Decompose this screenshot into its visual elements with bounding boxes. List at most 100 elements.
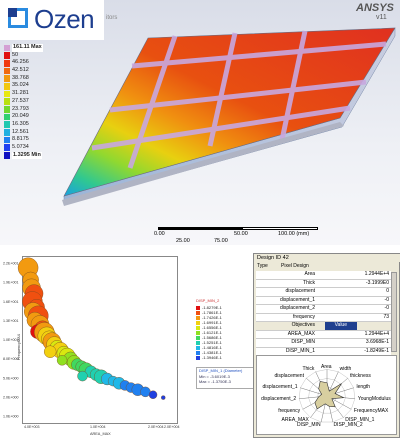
color-legend-swatch: [196, 320, 200, 325]
y-tick-label: 1.9E+001: [3, 281, 19, 285]
color-legend-entry: -1.6121E-1: [196, 330, 246, 335]
y-axis-label: FrequencyMAX: [17, 333, 21, 360]
property-row[interactable]: displacement_2 -0: [256, 305, 391, 314]
color-legend-entry: -1.7426E-1: [196, 315, 246, 320]
legend-swatch: [4, 152, 10, 159]
color-legend-label: -1.3946E-1: [202, 355, 222, 360]
scale-label-50: 50.00: [234, 231, 248, 237]
property-row[interactable]: displacement_1 -0: [256, 296, 391, 305]
legend-label: 38.768: [12, 74, 29, 81]
size-legend-title: DISP_MIN_1 (Diameter): [199, 368, 243, 373]
chart-plot-area: [22, 256, 178, 424]
property-value: 73: [383, 313, 389, 320]
legend-label: 8.8175: [12, 136, 29, 143]
property-row[interactable]: frequency 73: [256, 313, 391, 322]
legend-swatch: [4, 113, 10, 121]
color-legend-label: -1.6556E-1: [202, 325, 222, 330]
property-row[interactable]: Area 1.2944E+4: [256, 271, 391, 280]
property-row[interactable]: AREA_MAX 1.2944E+4: [256, 330, 391, 339]
color-legend-swatch: [196, 310, 200, 315]
spider-ring: [299, 369, 355, 423]
color-legend-swatch: [196, 305, 200, 310]
fea-model: [62, 27, 396, 206]
spider-axis-label: FrequencyMAX: [353, 407, 389, 414]
dialog-type-row: Type Pixel Design: [254, 263, 399, 270]
legend-label: 35.024: [12, 82, 29, 89]
legend-entry: 35.024: [4, 82, 54, 90]
legend-swatch: [4, 44, 10, 52]
property-name: frequency: [293, 313, 315, 320]
scatter-point[interactable]: [77, 370, 88, 382]
scatter-point[interactable]: [44, 345, 57, 358]
property-row[interactable]: Thick -3.1999E0: [256, 279, 391, 288]
legend-swatch: [4, 129, 10, 136]
color-legend-entry: -1.6556E-1: [196, 325, 246, 330]
spider-chart: Area width thickness length YoungModulus Freq…: [256, 355, 397, 435]
color-legend-swatch: [196, 355, 200, 360]
color-legend-swatch: [196, 325, 200, 330]
ozen-logo-mark-icon: [8, 8, 28, 28]
property-name: AREA_MAX: [287, 330, 315, 337]
size-legend: DISP_MIN_1 (Diameter) Min = -3.6019E-3 M…: [196, 367, 256, 389]
property-value: -3.1999E0: [365, 279, 389, 286]
color-legend-entry: -1.6991E-1: [196, 320, 246, 325]
legend-swatch: [4, 144, 10, 152]
legend-swatch: [4, 136, 10, 144]
scatter-point[interactable]: [161, 395, 166, 400]
objectives-header-row[interactable]: Objectives Value: [256, 322, 391, 331]
plate-face: [63, 27, 396, 197]
property-name: Objectives: [291, 322, 315, 328]
color-legend-swatch: [196, 350, 200, 355]
contour-legend: 161.11 Max 50 46.256 42.512 38.768 35.024 31.2…: [4, 44, 54, 160]
dialog-title: Design ID 42: [254, 254, 400, 262]
color-legend-swatch: [196, 340, 200, 345]
scatter-chart: 2.2E+001 1.9E+001 1.6E+001 1.3E+001 1.0E+001…: [0, 250, 252, 438]
plate-rail: [62, 122, 344, 206]
property-row[interactable]: DISP_MIN 3.6968E-1: [256, 339, 391, 348]
spider-axis-label: DISP_MIN_1: [345, 416, 375, 423]
legend-swatch: [4, 121, 10, 129]
size-legend-min: Min = -3.6019E-3: [199, 373, 230, 379]
x-tick-label: 1.0E+004: [90, 425, 106, 429]
color-legend-label: -1.7426E-1: [202, 315, 222, 320]
color-legend-label: -1.4816E-1: [202, 345, 222, 350]
fea-viewport[interactable]: itors ANSYS v11 161.11 Max 50 46.256 42.512…: [0, 0, 400, 245]
scale-bar: 0.00 50.00 100.00 (mm) 25.00 75.00: [154, 227, 318, 245]
legend-swatch: [4, 67, 10, 75]
legend-entry: 12.561: [4, 129, 54, 137]
property-value: 0: [386, 288, 389, 294]
legend-entry: 20.049: [4, 113, 54, 121]
size-legend-max: Max = -1.3750E-3: [199, 379, 231, 384]
type-value: Pixel Design: [281, 263, 309, 269]
y-tick-label: 1.0E+001: [3, 338, 19, 342]
legend-entry: 46.256: [4, 59, 54, 67]
dialog-scrollbar[interactable]: [391, 272, 397, 352]
property-name: displacement: [285, 288, 315, 294]
scatter-point[interactable]: [148, 390, 158, 399]
property-value: -1.8249E-1: [364, 347, 389, 354]
color-legend-label: -1.5686E-1: [202, 335, 222, 340]
legend-swatch: [4, 82, 10, 90]
legend-swatch: [4, 75, 10, 82]
scatter-point[interactable]: [56, 355, 68, 366]
color-legend-swatch: [196, 335, 200, 340]
property-value: 1.2944E+4: [364, 271, 389, 277]
property-name: displacement_2: [279, 305, 315, 311]
legend-label: 1.3295 Min: [12, 151, 42, 160]
property-row[interactable]: displacement 0: [256, 288, 391, 297]
property-name: Area: [304, 271, 315, 277]
legend-entry: 23.793: [4, 106, 54, 114]
property-value: 1.2944E+4: [364, 330, 389, 337]
legend-entry: 1.3295 Min: [4, 151, 54, 160]
property-value: 3.6968E-1: [365, 339, 389, 345]
color-legend-entry: -1.4816E-1: [196, 345, 246, 350]
color-legend: DISP_MIN_2 -1.8279E-1 -1.7861E-1 -1.7426E-…: [196, 298, 246, 360]
legend-label: 50: [12, 51, 19, 58]
legend-label: 20.049: [12, 113, 29, 120]
y-tick-label: 1.0E+000: [3, 415, 19, 419]
scatter-plot: 2.2E+001 1.9E+001 1.6E+001 1.3E+001 1.0E+001…: [3, 257, 180, 436]
spider-axis-label: Area: [321, 363, 332, 370]
legend-label: 42.512: [12, 67, 29, 74]
legend-swatch: [4, 106, 10, 113]
spider-axis-label: Thick: [302, 366, 315, 373]
